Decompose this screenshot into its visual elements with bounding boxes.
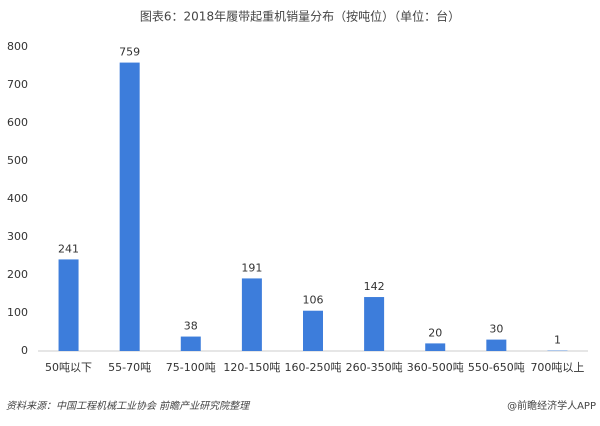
y-tick-label: 800: [7, 40, 28, 53]
y-tick-label: 200: [7, 268, 28, 281]
bar: [58, 259, 79, 351]
x-tick-label: 260-350吨: [346, 361, 403, 374]
x-tick-label: 75-100吨: [166, 361, 216, 374]
y-tick-label: 600: [7, 116, 28, 129]
y-tick-label: 100: [7, 306, 28, 319]
chart-title: 图表6：2018年履带起重机销量分布（按吨位）（单位：台）: [140, 9, 460, 24]
data-label: 759: [119, 46, 140, 59]
credit: @前瞻经济学人APP: [507, 399, 596, 412]
data-label: 1: [554, 334, 561, 347]
bar: [119, 62, 140, 352]
bar: [241, 278, 262, 351]
data-label: 38: [184, 320, 198, 333]
data-label: 30: [489, 323, 503, 336]
x-tick-label: 550-650吨: [468, 361, 525, 374]
x-tick-label: 55-70吨: [108, 361, 151, 374]
bar: [425, 343, 446, 351]
bar: [180, 336, 201, 351]
x-tick-label: 700吨以上: [530, 361, 584, 374]
bar: [364, 297, 385, 351]
y-tick-label: 500: [7, 154, 28, 167]
y-tick-label: 700: [7, 78, 28, 91]
x-tick-label: 360-500吨: [407, 361, 464, 374]
y-tick-label: 400: [7, 192, 28, 205]
data-label: 191: [241, 261, 262, 274]
bar: [303, 310, 323, 351]
y-tick-label: 0: [21, 344, 28, 357]
x-tick-label: 160-250吨: [285, 361, 342, 374]
x-tick-label: 50吨以下: [45, 361, 92, 374]
x-tick-label: 120-150吨: [223, 361, 280, 374]
y-tick-label: 300: [7, 230, 28, 243]
data-label: 142: [364, 280, 385, 293]
source-note: 资料来源：中国工程机械工业协会 前瞻产业研究院整理: [6, 400, 251, 412]
data-label: 106: [303, 294, 324, 307]
bar: [486, 339, 507, 351]
data-label: 241: [58, 242, 79, 255]
data-label: 20: [428, 326, 442, 339]
